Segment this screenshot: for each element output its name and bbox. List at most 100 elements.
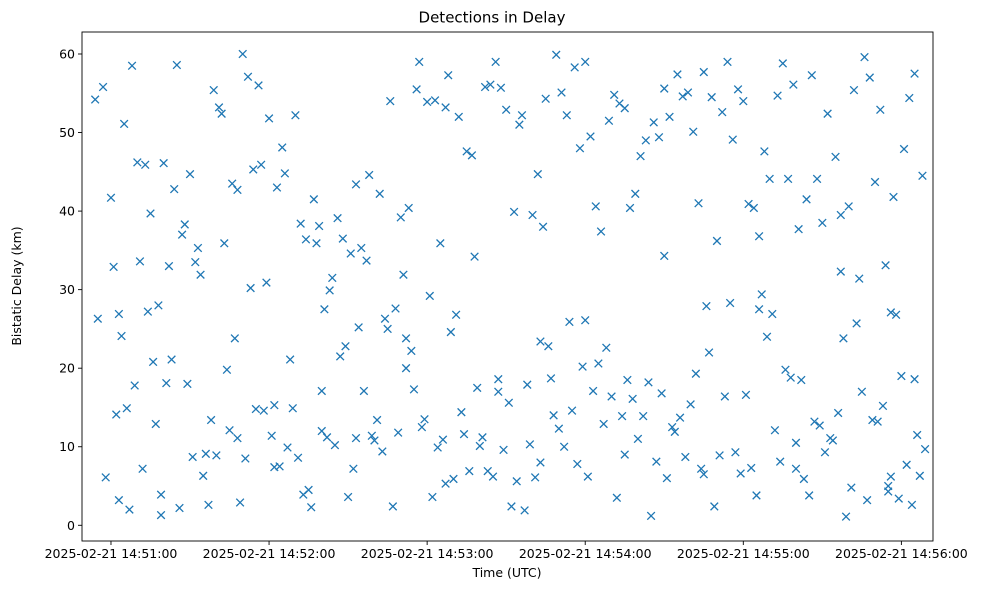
- detection-marker: [688, 127, 698, 137]
- detection-marker: [725, 298, 735, 308]
- detection-marker: [204, 500, 213, 510]
- detection-marker: [578, 362, 587, 371]
- detection-marker: [98, 82, 108, 92]
- detection-marker: [233, 185, 242, 195]
- detection-marker: [90, 95, 100, 104]
- detection-marker: [565, 317, 574, 327]
- detection-marker: [312, 239, 321, 248]
- detection-marker: [586, 132, 595, 141]
- detection-marker: [797, 375, 806, 385]
- detection-marker: [235, 498, 245, 507]
- detection-marker: [428, 492, 437, 502]
- detection-marker: [720, 392, 730, 401]
- detection-marker: [678, 92, 687, 101]
- detection-marker: [183, 379, 192, 389]
- detection-marker: [272, 183, 282, 192]
- detection-marker: [636, 151, 645, 161]
- detection-marker: [646, 511, 656, 521]
- detection-marker: [910, 69, 919, 78]
- detection-marker: [717, 107, 727, 117]
- detection-marker: [254, 81, 263, 90]
- detection-marker: [383, 324, 392, 334]
- detection-marker: [517, 111, 527, 120]
- detection-marker: [873, 417, 882, 426]
- detection-marker: [283, 443, 292, 452]
- detection-marker: [359, 386, 369, 396]
- detection-marker: [225, 425, 234, 435]
- detection-marker: [673, 70, 682, 79]
- detection-marker: [736, 469, 745, 478]
- detection-marker: [378, 447, 387, 456]
- y-tick-label: 0: [67, 518, 75, 533]
- detection-marker: [185, 169, 195, 179]
- detection-marker: [285, 355, 295, 364]
- detection-marker: [712, 236, 722, 246]
- detection-marker: [907, 500, 917, 510]
- detection-marker: [660, 251, 669, 261]
- detection-marker: [127, 61, 137, 71]
- detection-marker: [644, 378, 653, 387]
- detection-marker: [662, 473, 672, 483]
- detection-marker: [588, 386, 598, 396]
- detection-marker: [93, 314, 103, 323]
- detection-marker: [897, 371, 906, 381]
- x-tick-label: 2025-02-21 14:52:00: [203, 546, 336, 561]
- detection-marker: [430, 96, 440, 105]
- detection-marker: [889, 192, 898, 202]
- detection-marker: [335, 352, 345, 361]
- detection-marker: [162, 378, 171, 388]
- detection-marker: [733, 85, 743, 94]
- detection-marker: [491, 57, 500, 67]
- chart-title: Detections in Delay: [419, 9, 566, 27]
- detection-marker: [262, 278, 271, 287]
- detection-marker: [172, 60, 182, 70]
- y-tick-label: 50: [59, 125, 75, 140]
- data-markers: [90, 49, 930, 521]
- detection-marker: [380, 314, 390, 323]
- detection-marker: [723, 57, 732, 67]
- detection-marker: [652, 457, 661, 466]
- detection-marker: [143, 307, 153, 316]
- detection-marker: [301, 235, 311, 244]
- detection-marker: [731, 447, 740, 457]
- detection-marker: [670, 427, 680, 437]
- detection-marker: [407, 346, 416, 356]
- detection-marker: [349, 464, 358, 473]
- detection-marker: [259, 406, 269, 415]
- detection-marker: [367, 431, 377, 441]
- x-tick-label: 2025-02-21 14:51:00: [45, 546, 178, 561]
- detection-marker: [752, 491, 761, 500]
- detection-marker: [625, 203, 635, 213]
- y-tick-label: 20: [59, 361, 75, 376]
- detection-marker: [328, 273, 337, 283]
- detection-marker: [399, 270, 408, 279]
- x-tick-label: 2025-02-21 14:53:00: [361, 546, 494, 561]
- detection-marker: [810, 417, 819, 426]
- detection-marker: [620, 450, 630, 459]
- detection-marker: [899, 144, 909, 154]
- detection-marker: [580, 316, 590, 325]
- detection-marker: [554, 424, 564, 433]
- detection-marker: [839, 334, 848, 343]
- detection-marker: [746, 463, 756, 473]
- detection-marker: [623, 375, 632, 385]
- detection-marker: [507, 502, 516, 511]
- detection-marker: [443, 70, 453, 80]
- detection-marker: [227, 179, 237, 188]
- detection-marker: [164, 261, 174, 271]
- detection-marker: [401, 334, 411, 343]
- y-tick-label: 10: [59, 439, 75, 454]
- detection-marker: [238, 49, 247, 59]
- detection-marker: [317, 386, 327, 396]
- detection-marker: [264, 114, 274, 123]
- detection-marker: [436, 239, 445, 248]
- detection-marker: [209, 85, 218, 95]
- detection-marker: [836, 267, 846, 276]
- detection-marker: [280, 169, 290, 178]
- detection-marker: [212, 451, 221, 460]
- detection-marker: [177, 230, 187, 239]
- detection-marker: [602, 343, 611, 353]
- detection-marker: [246, 283, 255, 293]
- detection-marker: [309, 195, 319, 204]
- detection-marker: [480, 82, 490, 92]
